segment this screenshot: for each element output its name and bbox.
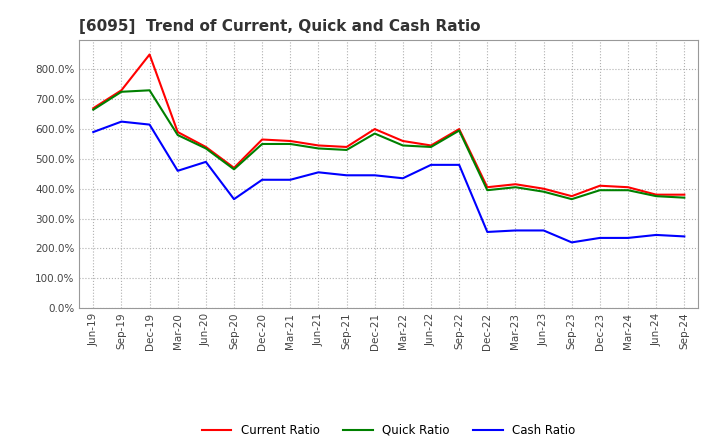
Quick Ratio xyxy=(89,107,98,112)
Current Ratio xyxy=(145,52,154,57)
Quick Ratio xyxy=(286,141,294,147)
Current Ratio xyxy=(539,186,548,191)
Quick Ratio xyxy=(230,167,238,172)
Quick Ratio xyxy=(202,146,210,151)
Line: Cash Ratio: Cash Ratio xyxy=(94,121,684,242)
Quick Ratio xyxy=(680,195,688,200)
Quick Ratio xyxy=(539,189,548,194)
Quick Ratio xyxy=(652,194,660,199)
Current Ratio xyxy=(511,182,520,187)
Current Ratio xyxy=(342,144,351,150)
Cash Ratio xyxy=(483,229,492,235)
Cash Ratio xyxy=(174,168,182,173)
Quick Ratio xyxy=(370,131,379,136)
Quick Ratio xyxy=(342,147,351,153)
Cash Ratio xyxy=(399,176,408,181)
Line: Current Ratio: Current Ratio xyxy=(94,55,684,196)
Cash Ratio xyxy=(511,228,520,233)
Current Ratio xyxy=(202,144,210,150)
Current Ratio xyxy=(286,138,294,143)
Current Ratio xyxy=(483,185,492,190)
Current Ratio xyxy=(370,126,379,132)
Quick Ratio xyxy=(117,89,126,95)
Cash Ratio xyxy=(680,234,688,239)
Current Ratio xyxy=(624,185,632,190)
Quick Ratio xyxy=(567,197,576,202)
Quick Ratio xyxy=(314,146,323,151)
Current Ratio xyxy=(258,137,266,142)
Quick Ratio xyxy=(624,187,632,193)
Quick Ratio xyxy=(145,88,154,93)
Current Ratio xyxy=(595,183,604,188)
Cash Ratio xyxy=(427,162,436,168)
Current Ratio xyxy=(652,192,660,197)
Line: Quick Ratio: Quick Ratio xyxy=(94,90,684,199)
Cash Ratio xyxy=(539,228,548,233)
Current Ratio xyxy=(567,194,576,199)
Cash Ratio xyxy=(202,159,210,165)
Current Ratio xyxy=(314,143,323,148)
Current Ratio xyxy=(680,192,688,197)
Quick Ratio xyxy=(511,185,520,190)
Legend: Current Ratio, Quick Ratio, Cash Ratio: Current Ratio, Quick Ratio, Cash Ratio xyxy=(197,419,580,440)
Cash Ratio xyxy=(258,177,266,183)
Cash Ratio xyxy=(455,162,464,168)
Text: [6095]  Trend of Current, Quick and Cash Ratio: [6095] Trend of Current, Quick and Cash … xyxy=(79,19,481,34)
Cash Ratio xyxy=(89,129,98,135)
Current Ratio xyxy=(399,138,408,143)
Current Ratio xyxy=(230,165,238,170)
Current Ratio xyxy=(174,129,182,135)
Quick Ratio xyxy=(595,187,604,193)
Cash Ratio xyxy=(117,119,126,124)
Current Ratio xyxy=(117,88,126,93)
Cash Ratio xyxy=(342,172,351,178)
Cash Ratio xyxy=(286,177,294,183)
Current Ratio xyxy=(89,106,98,111)
Quick Ratio xyxy=(174,132,182,138)
Cash Ratio xyxy=(624,235,632,241)
Cash Ratio xyxy=(314,170,323,175)
Quick Ratio xyxy=(483,187,492,193)
Cash Ratio xyxy=(567,240,576,245)
Quick Ratio xyxy=(399,143,408,148)
Cash Ratio xyxy=(595,235,604,241)
Cash Ratio xyxy=(145,122,154,127)
Cash Ratio xyxy=(370,172,379,178)
Current Ratio xyxy=(427,143,436,148)
Quick Ratio xyxy=(427,144,436,150)
Current Ratio xyxy=(455,126,464,132)
Quick Ratio xyxy=(258,141,266,147)
Cash Ratio xyxy=(652,232,660,238)
Quick Ratio xyxy=(455,128,464,133)
Cash Ratio xyxy=(230,197,238,202)
